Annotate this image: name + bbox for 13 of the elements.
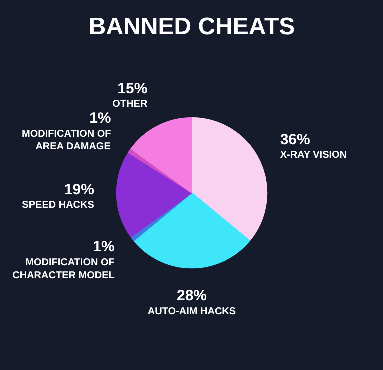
data-label: 19% xyxy=(64,181,94,198)
slice-label: MODIFICATION OF AREA DAMAGE xyxy=(22,128,112,153)
chart-title: BANNED CHEATS xyxy=(88,13,296,40)
slice-label: X-RAY VISION xyxy=(280,150,348,162)
data-label: 1% xyxy=(93,238,115,256)
slice-label: AUTO-AIM HACKS xyxy=(148,306,236,318)
slice-label: MODIFICATION OF CHARACTER MODEL xyxy=(12,257,115,282)
data-label: 28% xyxy=(176,287,208,304)
data-label: 15% xyxy=(118,80,148,98)
slice-label: OTHER xyxy=(112,99,148,110)
data-label: 36% xyxy=(280,131,310,148)
slice-label: SPEED HACKS xyxy=(22,200,95,212)
data-label: 1% xyxy=(90,110,112,127)
